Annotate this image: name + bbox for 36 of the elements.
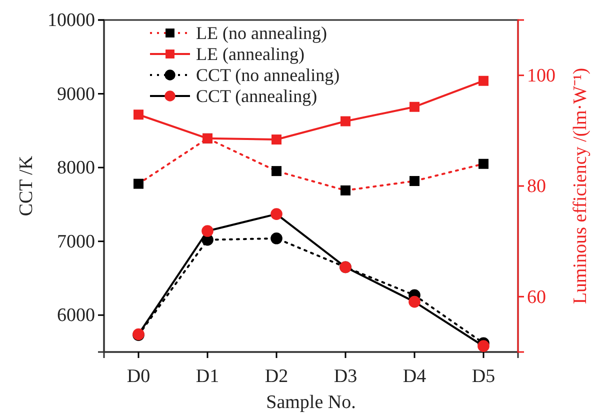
y-tick-label: 6000 — [57, 305, 95, 326]
x-tick-label: D2 — [264, 366, 288, 387]
point — [478, 340, 490, 352]
y-tick-label: 10000 — [48, 10, 95, 32]
legend-label: LE (annealing) — [196, 44, 304, 64]
y-tick-label: 9000 — [57, 84, 95, 105]
point — [478, 76, 488, 86]
point — [272, 134, 282, 145]
point — [340, 116, 350, 126]
x-tick-label: D3 — [334, 366, 358, 387]
point — [134, 110, 144, 120]
legend-label: LE (no annealing) — [196, 23, 327, 43]
x-tick-label: D5 — [472, 366, 496, 387]
x-tick-label: D0 — [126, 366, 150, 387]
x-axis-title: Sample No. — [266, 392, 356, 413]
y-tick-label: 8000 — [57, 158, 95, 179]
y2-axis-title: Luminous efficiency /(lm·W⁻¹) — [570, 68, 591, 304]
point — [410, 102, 420, 112]
point — [478, 158, 488, 169]
point — [270, 208, 282, 220]
y-tick-label: 7000 — [57, 231, 95, 252]
point — [202, 225, 214, 237]
point — [270, 232, 282, 244]
legend-label: CCT (annealing) — [196, 86, 318, 106]
y2-tick-label: 60 — [527, 286, 546, 308]
point — [408, 296, 420, 308]
y2-tick-label: 100 — [527, 65, 556, 86]
point — [410, 176, 420, 186]
legend-label: CCT (no annealing) — [196, 65, 340, 85]
point — [272, 166, 282, 176]
x-tick-label: D1 — [196, 366, 220, 387]
x-tick-label: D4 — [402, 366, 427, 387]
y2-tick-label: 80 — [527, 176, 546, 198]
point — [340, 185, 350, 196]
point — [134, 178, 144, 189]
y-axis-title: CCT /K — [16, 156, 37, 216]
